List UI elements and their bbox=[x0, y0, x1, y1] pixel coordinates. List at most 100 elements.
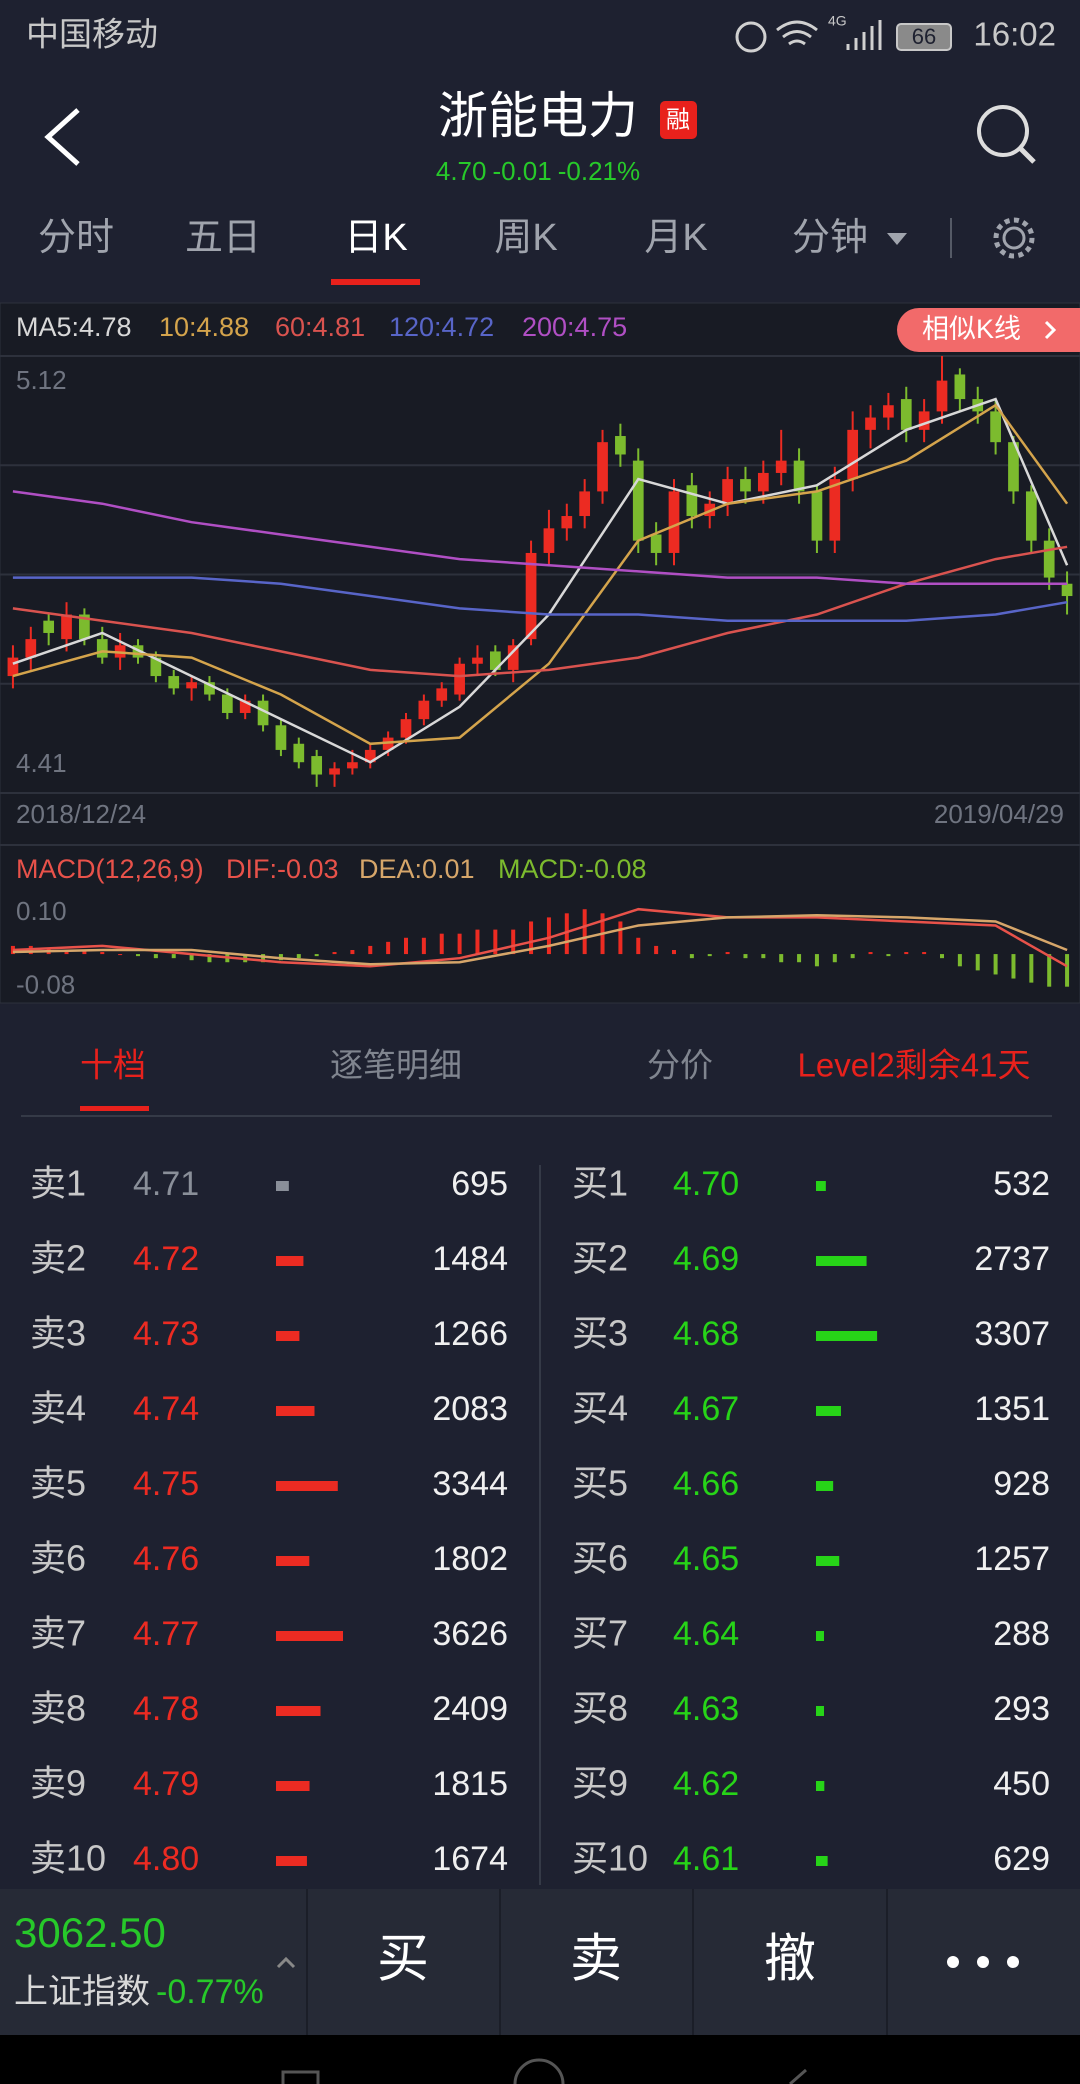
volume-bar bbox=[816, 1631, 824, 1641]
trade-button[interactable]: 买 bbox=[377, 1931, 429, 1989]
badge: 融 bbox=[666, 106, 690, 133]
macd-bar bbox=[850, 954, 855, 959]
carrier: 中国移动 bbox=[26, 16, 158, 53]
book-tab[interactable]: 分价 bbox=[647, 1047, 713, 1084]
macd-bar bbox=[493, 929, 498, 955]
volume-bar bbox=[276, 1256, 304, 1266]
macd-bar bbox=[618, 921, 623, 955]
legend-entry: DIF:-0.03 bbox=[226, 854, 339, 884]
level2-notice[interactable]: Level2剩余41天 bbox=[798, 1047, 1031, 1084]
period-tabs: 分时 五日 日K 周K 月K 分钟 bbox=[38, 217, 868, 259]
back-button[interactable] bbox=[44, 108, 80, 166]
similar-kline-button[interactable] bbox=[897, 308, 1080, 352]
trade-button[interactable]: 撤 bbox=[764, 1931, 816, 1989]
level-label: 买5 bbox=[572, 1463, 628, 1504]
tab[interactable]: 分时 bbox=[38, 217, 114, 259]
candle-body bbox=[221, 694, 233, 713]
macd-bar bbox=[350, 950, 355, 955]
level-label: 买8 bbox=[572, 1688, 628, 1729]
level-label: 买3 bbox=[572, 1313, 628, 1354]
candle-body bbox=[632, 460, 644, 541]
expand-icon[interactable] bbox=[276, 1956, 296, 1969]
macd-line bbox=[12, 907, 1068, 968]
candle-body bbox=[347, 762, 358, 769]
volume-bar bbox=[816, 1331, 878, 1341]
macd-bar bbox=[1011, 954, 1016, 979]
macd-bar bbox=[100, 952, 105, 955]
ma-line bbox=[12, 403, 1069, 746]
level-label: 卖10 bbox=[30, 1838, 106, 1879]
tab[interactable]: 五日 bbox=[185, 217, 261, 259]
candle-body bbox=[686, 485, 698, 517]
level-volume: 1257 bbox=[974, 1540, 1050, 1578]
candle-body bbox=[96, 639, 108, 658]
macd-bar bbox=[654, 945, 659, 955]
macd-bar bbox=[529, 921, 534, 955]
quote: 4.70 -0.01 -0.21% bbox=[436, 156, 640, 186]
candle-body bbox=[275, 725, 287, 750]
level-price: 4.80 bbox=[133, 1840, 199, 1878]
level-label: 卖1 bbox=[30, 1163, 86, 1204]
level-label: 卖6 bbox=[30, 1538, 86, 1579]
candle-body bbox=[204, 682, 215, 695]
battery-level: 66 bbox=[912, 24, 936, 49]
macd-bar bbox=[957, 954, 962, 967]
candle-body bbox=[1008, 442, 1019, 492]
tab[interactable]: 分钟 bbox=[792, 217, 868, 259]
candle-body bbox=[1043, 540, 1055, 578]
more-button[interactable] bbox=[947, 1956, 1019, 1968]
macd-bar bbox=[761, 954, 766, 959]
macd-bar bbox=[511, 929, 516, 955]
candle-body bbox=[364, 749, 376, 763]
macd-bar bbox=[457, 933, 462, 955]
level-price: 4.77 bbox=[133, 1615, 199, 1653]
macd-bar bbox=[439, 933, 444, 955]
trade-button[interactable]: 卖 bbox=[570, 1931, 622, 1989]
level-label: 买2 bbox=[572, 1238, 628, 1279]
legend-entry: 10:4.88 bbox=[159, 312, 249, 342]
index-value[interactable]: 3062.50 bbox=[14, 1909, 166, 1956]
level-volume: 293 bbox=[993, 1690, 1050, 1728]
macd-bar bbox=[922, 952, 927, 955]
level-volume: 1815 bbox=[432, 1765, 508, 1803]
level-volume: 3626 bbox=[432, 1615, 508, 1653]
tab[interactable]: 周K bbox=[494, 217, 557, 259]
volume-bar bbox=[276, 1706, 321, 1716]
level-label: 卖9 bbox=[30, 1763, 86, 1804]
active-book-tab bbox=[80, 1106, 149, 1111]
search-button[interactable] bbox=[977, 105, 1036, 164]
index-info[interactable]: 上证指数 -0.77% bbox=[14, 1973, 264, 2011]
level-price: 4.68 bbox=[673, 1315, 739, 1353]
level-volume: 288 bbox=[993, 1615, 1050, 1653]
candle-body bbox=[615, 436, 626, 455]
book-tab[interactable]: 十档 bbox=[80, 1047, 146, 1084]
settings-button[interactable] bbox=[993, 217, 1035, 259]
candle-body bbox=[954, 374, 966, 400]
level-price: 4.71 bbox=[133, 1165, 199, 1203]
level-price: 4.62 bbox=[673, 1765, 739, 1803]
level-volume: 532 bbox=[993, 1165, 1050, 1203]
macd-title: MACD(12,26,9) bbox=[16, 854, 204, 884]
tab[interactable]: 月K bbox=[644, 217, 707, 259]
nav-icons bbox=[281, 2058, 807, 2084]
candle-body bbox=[400, 719, 412, 738]
level-price: 4.73 bbox=[133, 1315, 199, 1353]
y-tick-label: 5.12 bbox=[16, 365, 67, 395]
candle-body bbox=[150, 657, 162, 677]
level-price: 4.66 bbox=[673, 1465, 739, 1503]
battery bbox=[896, 23, 952, 51]
candle-body bbox=[418, 700, 430, 720]
level-label: 买7 bbox=[572, 1613, 628, 1654]
macd-bar bbox=[332, 952, 337, 955]
candle-body bbox=[543, 528, 555, 553]
level-label: 买6 bbox=[572, 1538, 628, 1579]
level-volume: 1351 bbox=[974, 1390, 1050, 1428]
dropdown-icon[interactable] bbox=[887, 233, 907, 245]
volume-bar bbox=[816, 1781, 825, 1791]
book-tab[interactable]: 逐笔明细 bbox=[330, 1047, 462, 1084]
candle-body bbox=[883, 405, 894, 418]
index-change: -0.77% bbox=[156, 1973, 264, 2011]
tab[interactable]: 日K bbox=[344, 217, 407, 259]
